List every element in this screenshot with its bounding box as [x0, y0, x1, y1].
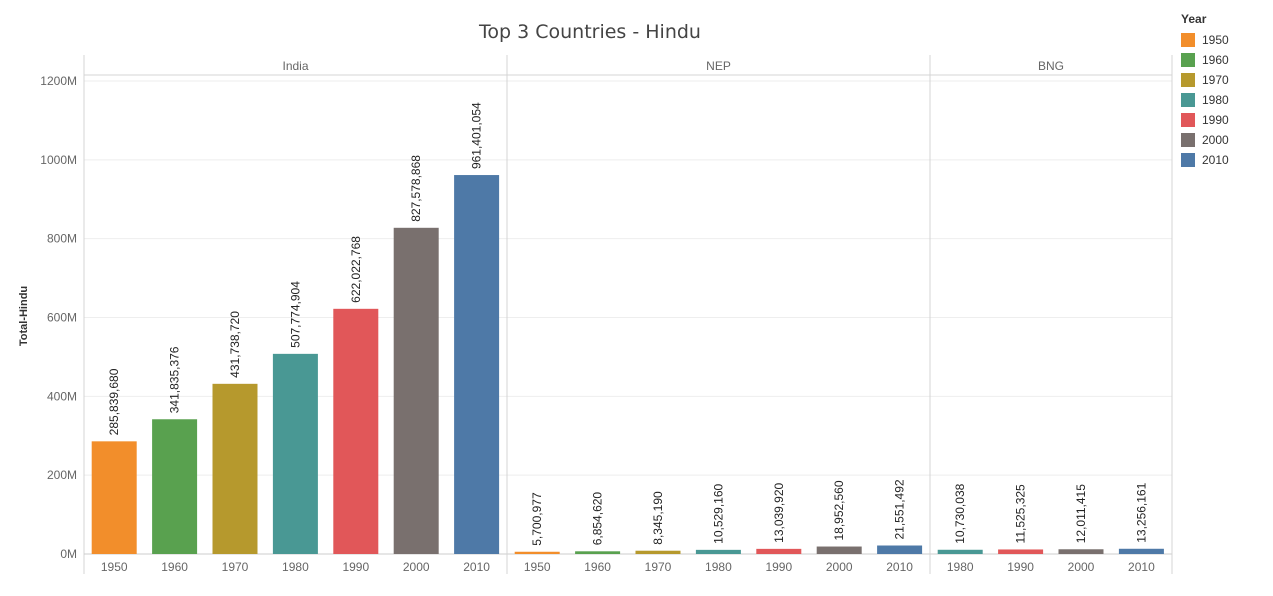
legend-label: 1970 [1202, 73, 1229, 87]
bar [454, 175, 500, 555]
data-label: 18,952,560 [832, 480, 846, 540]
y-tick-label: 400M [47, 389, 77, 403]
legend-label: 1990 [1202, 113, 1229, 127]
data-label: 507,774,904 [288, 281, 302, 348]
data-label: 13,039,920 [772, 482, 786, 542]
data-label: 10,730,038 [953, 483, 967, 543]
legend-item[interactable]: 1990 [1181, 110, 1267, 130]
panel-label: NEP [706, 59, 731, 73]
x-tick-label: 2010 [1128, 560, 1155, 574]
x-tick-label: 1990 [765, 560, 792, 574]
data-label: 6,854,620 [591, 492, 605, 546]
legend-item[interactable]: 1960 [1181, 50, 1267, 70]
bar [635, 550, 681, 554]
legend-swatch [1181, 73, 1195, 87]
legend-swatch [1181, 33, 1195, 47]
x-tick-label: 1970 [222, 560, 249, 574]
legend-item[interactable]: 1950 [1181, 30, 1267, 50]
legend-items: 1950 1960 1970 1980 1990 2000 2010 [1181, 30, 1267, 170]
bars: 285,839,680 1950 341,835,376 1960 431,738,72… [91, 102, 1164, 574]
x-tick-label: 1950 [101, 560, 128, 574]
x-tick-label: 1990 [342, 560, 369, 574]
y-tick-label: 1200M [40, 74, 77, 88]
data-label: 431,738,720 [228, 311, 242, 378]
bar [212, 383, 258, 554]
x-tick-label: 1970 [645, 560, 672, 574]
legend-label: 1960 [1202, 53, 1229, 67]
legend-swatch [1181, 53, 1195, 67]
data-label: 8,345,190 [651, 491, 665, 545]
data-label: 5,700,977 [530, 492, 544, 546]
y-tick-label: 0M [60, 547, 77, 561]
legend-label: 2010 [1202, 153, 1229, 167]
bar [1118, 548, 1164, 554]
bar [152, 419, 198, 554]
legend-swatch [1181, 153, 1195, 167]
bar [575, 551, 621, 554]
x-tick-label: 1960 [584, 560, 611, 574]
panel-label: BNG [1038, 59, 1064, 73]
data-label: 827,578,868 [409, 155, 423, 222]
y-tick-label: 1000M [40, 153, 77, 167]
data-label: 11,525,325 [1014, 484, 1028, 543]
legend-swatch [1181, 93, 1195, 107]
bar [937, 549, 983, 554]
bar [695, 549, 741, 554]
bar [514, 551, 560, 554]
y-tick-label: 600M [47, 311, 77, 325]
x-tick-label: 1980 [705, 560, 732, 574]
bar [272, 353, 318, 554]
data-label: 341,835,376 [168, 346, 182, 413]
data-label: 622,022,768 [349, 236, 363, 303]
legend: Year 1950 1960 1970 1980 1990 2000 2010 [1181, 12, 1267, 170]
x-tick-label: 1980 [282, 560, 309, 574]
bar [816, 546, 862, 554]
x-tick-label: 1950 [524, 560, 551, 574]
bar [1058, 549, 1104, 554]
legend-swatch [1181, 113, 1195, 127]
bar [756, 548, 802, 554]
legend-item[interactable]: 2000 [1181, 130, 1267, 150]
legend-item[interactable]: 1980 [1181, 90, 1267, 110]
chart-title: Top 3 Countries - Hindu [478, 21, 701, 43]
data-label: 961,401,054 [470, 102, 484, 169]
data-label: 12,011,415 [1074, 484, 1088, 543]
x-tick-label: 2000 [403, 560, 430, 574]
legend-swatch [1181, 133, 1195, 147]
x-tick-label: 1960 [161, 560, 188, 574]
panel-label: India [282, 59, 308, 73]
x-tick-label: 2000 [826, 560, 853, 574]
data-label: 13,256,161 [1134, 482, 1148, 542]
legend-label: 1950 [1202, 33, 1229, 47]
y-axis-label: Total-Hindu [18, 286, 30, 346]
data-label: 10,529,160 [711, 483, 725, 543]
y-axis-ticks: 0M 200M 400M 600M 800M 1000M 1200M [40, 74, 77, 561]
x-tick-label: 2010 [463, 560, 490, 574]
data-label: 285,839,680 [107, 368, 121, 435]
legend-title: Year [1181, 12, 1207, 26]
legend-label: 1980 [1202, 93, 1229, 107]
bar [393, 227, 439, 554]
bar [877, 545, 923, 554]
data-label: 21,551,492 [893, 479, 907, 539]
panels: India NEP BNG [83, 55, 1173, 574]
x-tick-label: 1990 [1007, 560, 1034, 574]
x-tick-label: 2000 [1068, 560, 1095, 574]
bar [333, 308, 379, 554]
bar [91, 441, 137, 554]
gridlines [84, 80, 1172, 476]
legend-item[interactable]: 1970 [1181, 70, 1267, 90]
legend-item[interactable]: 2010 [1181, 150, 1267, 170]
legend-label: 2000 [1202, 133, 1229, 147]
bar [998, 549, 1044, 554]
x-tick-label: 1980 [947, 560, 974, 574]
x-tick-label: 2010 [886, 560, 913, 574]
y-tick-label: 200M [47, 468, 77, 482]
y-tick-label: 800M [47, 232, 77, 246]
